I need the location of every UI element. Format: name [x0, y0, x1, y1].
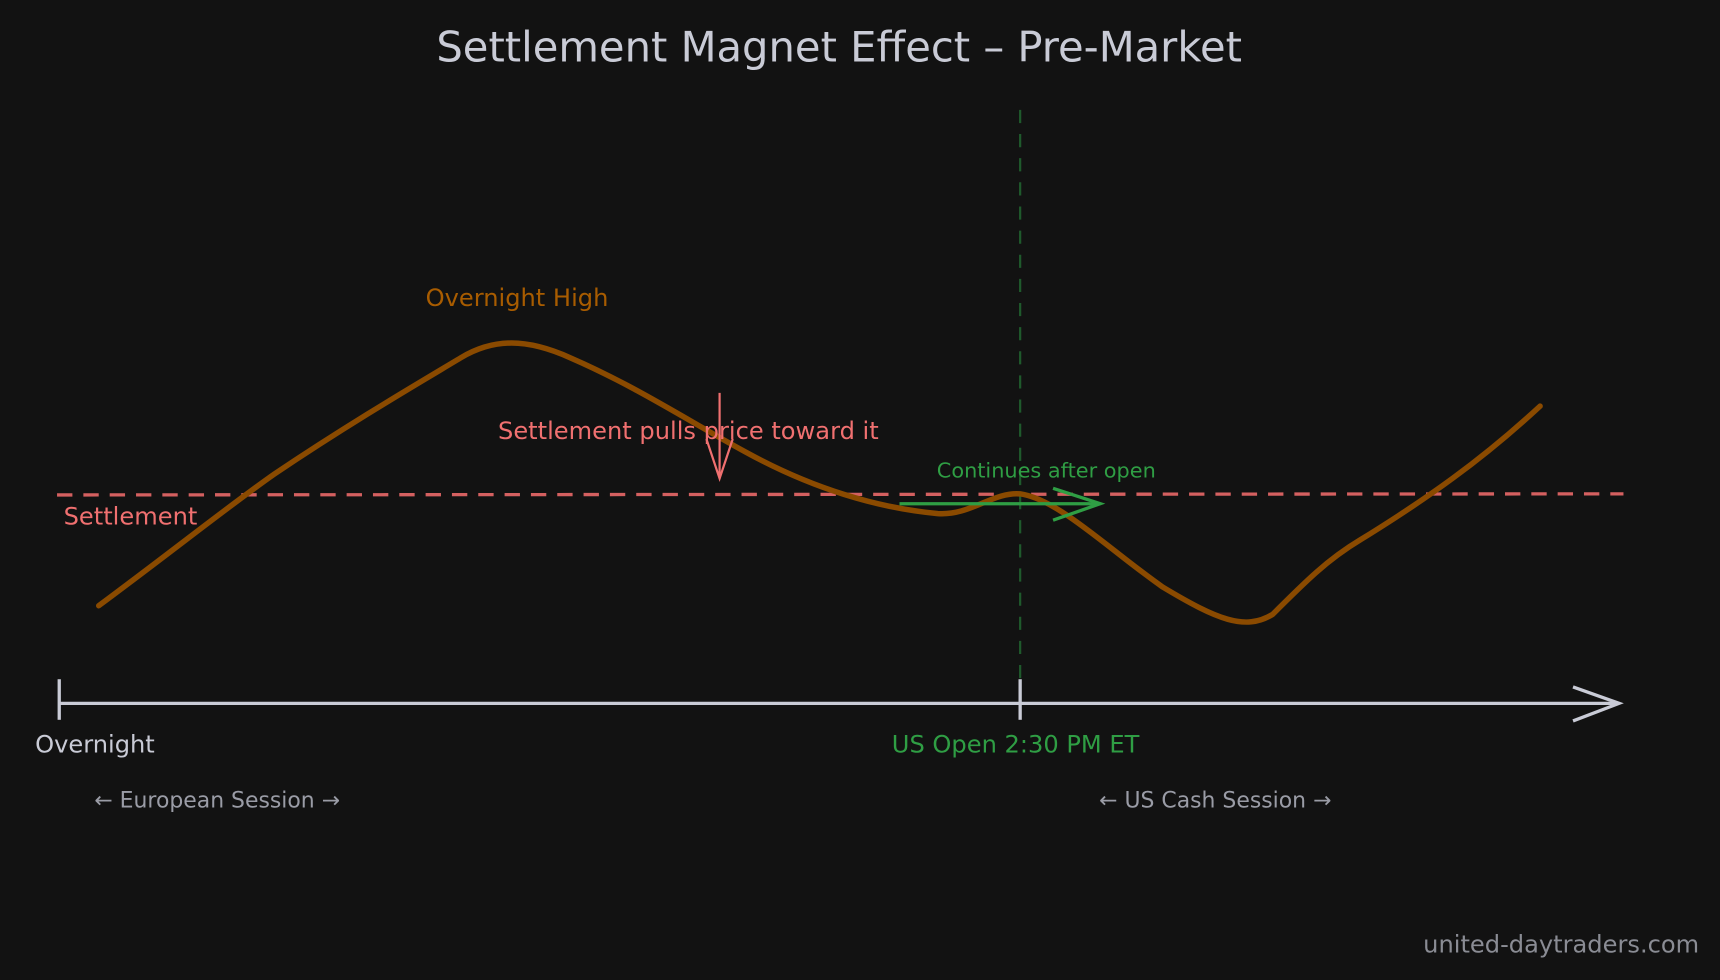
price-curve: [95, 340, 1543, 625]
overnight-high-label: Overnight High: [426, 284, 609, 312]
continues-label: Continues after open: [937, 458, 1156, 482]
title: Settlement Magnet Effect – Pre-Market: [436, 23, 1242, 72]
time-axis: [57, 679, 1624, 723]
us-cash-session-label: ← US Cash Session →: [1099, 789, 1331, 814]
settlement-label: Settlement: [64, 503, 198, 531]
pull-arrow: [705, 392, 734, 482]
settlement-pull-label: Settlement pulls price toward it: [498, 417, 879, 445]
european-session-label: ← European Session →: [94, 789, 340, 814]
us-open-label: US Open 2:30 PM ET: [892, 731, 1140, 759]
watermark: united-daytraders.com: [1423, 930, 1699, 958]
overnight-label: Overnight: [35, 731, 155, 759]
continues-arrow: [899, 486, 1106, 522]
